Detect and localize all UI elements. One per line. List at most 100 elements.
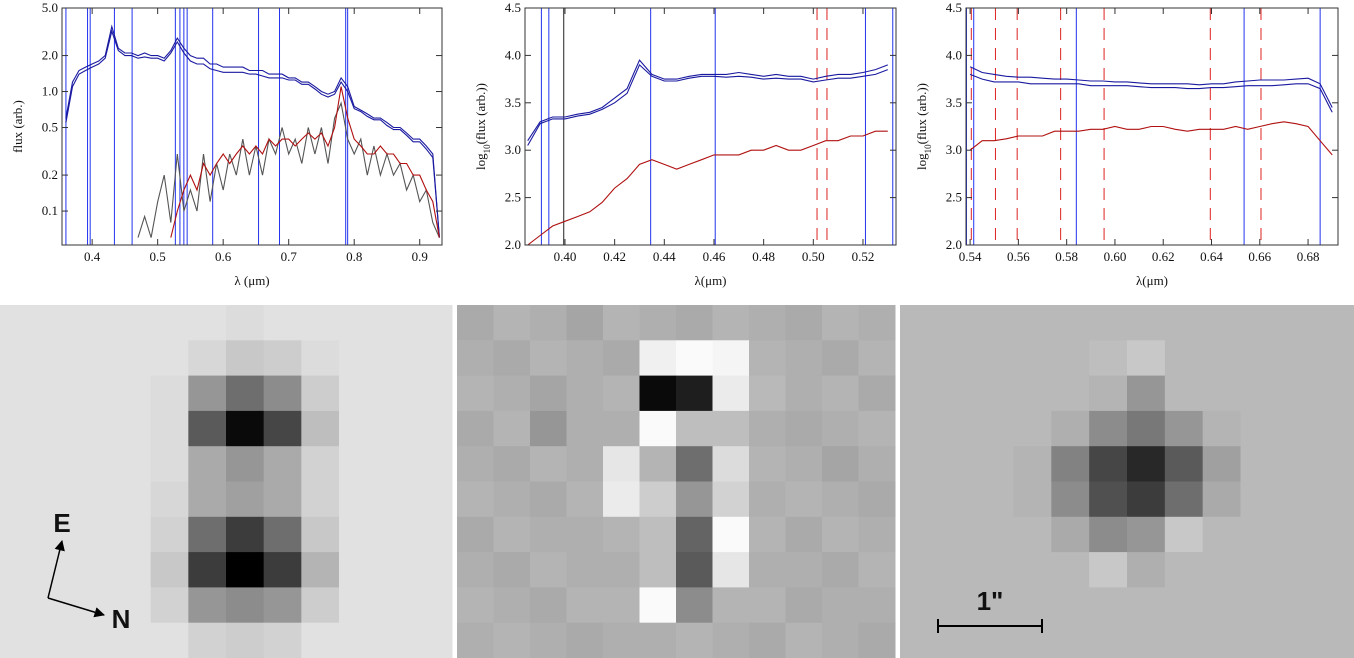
y-axis-label: log10(flux (arb.)) — [473, 83, 492, 170]
pixel — [493, 446, 531, 482]
pixel — [113, 481, 152, 518]
pixel — [1013, 305, 1052, 341]
pixel — [37, 340, 76, 377]
pixel — [785, 552, 823, 588]
pixel — [639, 305, 677, 341]
pixel — [493, 481, 531, 518]
pixel — [749, 516, 786, 553]
pixel — [858, 587, 896, 624]
pixel — [339, 410, 378, 447]
pixel — [676, 375, 713, 412]
pixel — [1051, 340, 1090, 377]
pixel — [113, 340, 152, 377]
pixel — [1013, 375, 1052, 412]
pixel — [263, 552, 302, 588]
pixel — [1127, 622, 1166, 658]
pixel — [301, 481, 340, 518]
pixel — [1089, 622, 1128, 658]
pixel — [1316, 446, 1354, 482]
x-tick-label: 0.9 — [412, 249, 428, 264]
x-tick-label: 0.48 — [752, 249, 775, 264]
pixel — [975, 552, 1014, 588]
y-tick-label: 5.0 — [42, 0, 58, 15]
pixel — [376, 622, 415, 658]
pixel — [530, 622, 567, 658]
pixel — [188, 587, 227, 624]
pixel — [457, 410, 494, 447]
pixel — [0, 552, 39, 588]
pixel — [1240, 622, 1279, 658]
pixel — [603, 305, 640, 341]
pixel — [263, 481, 302, 518]
series-line — [137, 101, 440, 238]
pixel — [975, 446, 1014, 482]
pixel — [0, 587, 39, 624]
pixel — [1127, 587, 1166, 624]
x-tick-label: 0.40 — [554, 249, 577, 264]
pixel — [376, 340, 415, 377]
pixel — [1240, 410, 1279, 447]
x-tick-label: 0.66 — [1248, 249, 1271, 264]
pixel — [858, 622, 896, 658]
pixel — [749, 587, 786, 624]
pixel — [858, 340, 896, 377]
pixel — [493, 375, 531, 412]
pixel — [1051, 481, 1090, 518]
x-tick-label: 0.6 — [215, 249, 232, 264]
pixel — [858, 552, 896, 588]
pixel — [1013, 481, 1052, 518]
pixel — [1127, 446, 1166, 482]
pixel — [301, 375, 340, 412]
pixel — [603, 622, 640, 658]
pixel — [1164, 410, 1204, 447]
pixel — [1240, 516, 1279, 553]
pixel — [37, 375, 76, 412]
pixel — [75, 305, 114, 341]
pixel — [1089, 481, 1128, 518]
annotation: 1" — [977, 586, 1004, 616]
pixel — [1240, 552, 1279, 588]
y-tick-label: 4.0 — [946, 47, 962, 62]
y-tick-label: 3.5 — [505, 95, 521, 110]
x-tick-label: 0.44 — [653, 249, 676, 264]
pixel — [1240, 481, 1279, 518]
pixel — [1164, 587, 1204, 624]
pixel — [226, 446, 265, 482]
y-tick-label: 2.5 — [505, 190, 521, 205]
pixel — [493, 622, 531, 658]
pixel — [937, 552, 977, 588]
pixel — [376, 410, 415, 447]
pixel — [937, 622, 977, 658]
pixel — [822, 410, 859, 447]
series-line — [969, 73, 1333, 113]
pixel — [37, 410, 76, 447]
pixel — [937, 305, 977, 341]
pixel — [339, 552, 378, 588]
pixel — [457, 305, 494, 341]
pixel — [1202, 375, 1241, 412]
pixel — [975, 587, 1014, 624]
pixel — [301, 446, 340, 482]
pixel — [414, 516, 453, 553]
y-tick-label: 1.0 — [42, 84, 58, 99]
pixel — [75, 516, 114, 553]
pixel — [639, 340, 677, 377]
pixel — [301, 340, 340, 377]
pixel — [1127, 481, 1166, 518]
plot-frame — [965, 7, 1339, 246]
pixel — [1278, 375, 1317, 412]
pixel — [301, 516, 340, 553]
pixel — [1013, 340, 1052, 377]
pixel — [937, 410, 977, 447]
pixel — [1278, 446, 1317, 482]
y-tick-label: 4.5 — [505, 0, 521, 15]
pixel — [339, 481, 378, 518]
pixel — [975, 516, 1014, 553]
annotation: E — [53, 508, 70, 538]
pixel — [188, 481, 227, 518]
pixel — [1013, 622, 1052, 658]
pixel — [1164, 446, 1204, 482]
pixel — [937, 446, 977, 482]
pixel — [1013, 516, 1052, 553]
x-tick-label: 0.68 — [1297, 249, 1320, 264]
